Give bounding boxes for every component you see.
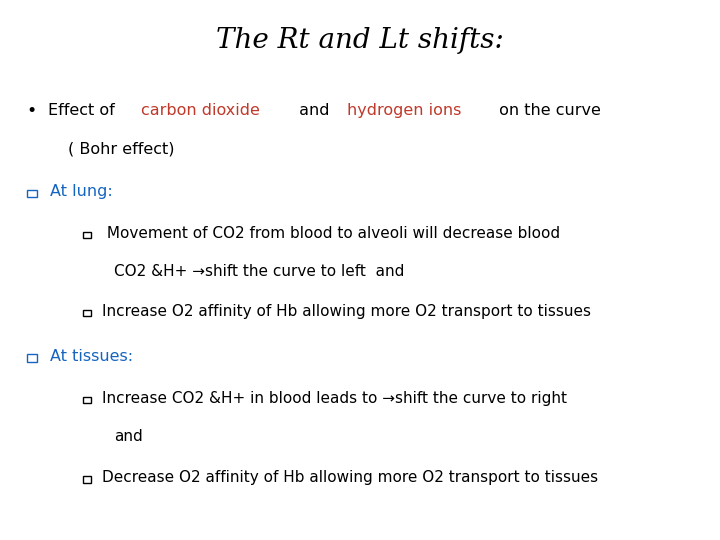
Text: Decrease O2 affinity of Hb allowing more O2 transport to tissues: Decrease O2 affinity of Hb allowing more…: [102, 470, 598, 485]
Text: Movement of CO2 from blood to alveoli will decrease blood: Movement of CO2 from blood to alveoli wi…: [102, 226, 559, 241]
Text: and: and: [114, 429, 143, 444]
Text: on the curve: on the curve: [495, 103, 601, 118]
Text: Increase CO2 &H+ in blood leads to →shift the curve to right: Increase CO2 &H+ in blood leads to →shif…: [102, 391, 567, 406]
Text: At lung:: At lung:: [50, 184, 113, 199]
Text: Effect of: Effect of: [48, 103, 120, 118]
Text: At tissues:: At tissues:: [50, 349, 133, 364]
Text: The Rt and Lt shifts:: The Rt and Lt shifts:: [216, 27, 504, 54]
Text: CO2 &H+ →shift the curve to left  and: CO2 &H+ →shift the curve to left and: [114, 264, 404, 279]
Text: •: •: [27, 102, 37, 120]
Text: ( Bohr effect): ( Bohr effect): [68, 141, 175, 156]
Text: and: and: [294, 103, 335, 118]
Text: Increase O2 affinity of Hb allowing more O2 transport to tissues: Increase O2 affinity of Hb allowing more…: [102, 304, 590, 319]
Text: carbon dioxide: carbon dioxide: [141, 103, 260, 118]
Text: hydrogen ions: hydrogen ions: [347, 103, 462, 118]
